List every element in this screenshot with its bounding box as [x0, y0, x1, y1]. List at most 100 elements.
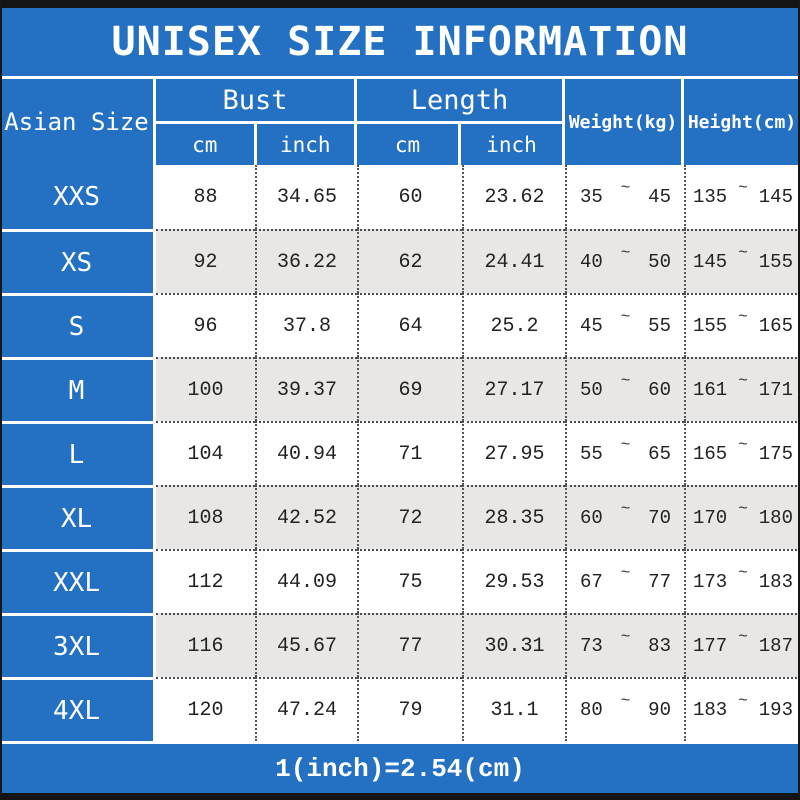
tilde-symbol: ~	[738, 628, 748, 646]
bust-inch-cell: 34.65	[255, 165, 357, 229]
length-cm-cell: 62	[357, 229, 462, 293]
height-min: 135	[693, 186, 728, 208]
size-cell: M	[0, 357, 156, 421]
height-range-cell: 173 ~ 183	[684, 549, 800, 613]
weight-min: 67	[580, 571, 603, 593]
conversion-note: 1(inch)=2.54(cm)	[275, 753, 525, 784]
header-group-bust: Bust cm inch	[156, 79, 357, 165]
height-max: 145	[758, 186, 793, 208]
height-max: 175	[758, 443, 793, 465]
bottom-frame-bar	[0, 793, 800, 800]
tilde-symbol: ~	[620, 500, 631, 518]
height-max: 193	[758, 699, 793, 721]
header-length-label: Length	[357, 79, 562, 124]
weight-max: 55	[648, 315, 671, 337]
weight-range-cell: 35 ~ 45	[565, 165, 684, 229]
weight-max: 70	[648, 507, 671, 529]
height-max: 165	[758, 315, 793, 337]
weight-min: 55	[580, 443, 603, 465]
height-min: 173	[693, 571, 728, 593]
size-cell: XL	[0, 485, 156, 549]
size-cell: XS	[0, 229, 156, 293]
tilde-symbol: ~	[738, 308, 748, 326]
height-min: 155	[693, 315, 728, 337]
header-bust-inch: inch	[279, 132, 331, 157]
header-length-cm: cm	[357, 124, 461, 165]
footer-band: 1(inch)=2.54(cm)	[0, 741, 800, 793]
weight-max: 45	[648, 186, 671, 208]
tilde-symbol: ~	[620, 692, 631, 710]
bust-cm-cell: 92	[156, 229, 255, 293]
length-inch-cell: 25.2	[462, 293, 565, 357]
title-divider	[0, 76, 800, 79]
length-cm-cell: 64	[357, 293, 462, 357]
weight-range-cell: 50 ~ 60	[565, 357, 684, 421]
bust-inch-cell: 44.09	[255, 549, 357, 613]
tilde-symbol: ~	[620, 308, 631, 326]
weight-range-cell: 45 ~ 55	[565, 293, 684, 357]
weight-max: 50	[648, 251, 671, 273]
length-cm-cell: 77	[357, 613, 462, 677]
height-range-cell: 183 ~ 193	[684, 677, 800, 741]
weight-range-cell: 60 ~ 70	[565, 485, 684, 549]
table-row: XL 108 42.52 72 28.35 60 ~ 70 170 ~ 180	[0, 485, 800, 549]
weight-max: 77	[648, 571, 671, 593]
size-cell: S	[0, 293, 156, 357]
weight-max: 65	[648, 443, 671, 465]
header-bust-label: Bust	[156, 79, 354, 124]
tilde-symbol: ~	[738, 244, 748, 262]
header-bust-cm: cm	[156, 124, 257, 165]
tilde-symbol: ~	[620, 628, 631, 646]
bust-cm-cell: 112	[156, 549, 255, 613]
height-range-cell: 161 ~ 171	[684, 357, 800, 421]
height-min: 165	[693, 443, 728, 465]
height-max: 180	[758, 507, 793, 529]
bust-cm-cell: 120	[156, 677, 255, 741]
height-range-cell: 165 ~ 175	[684, 421, 800, 485]
page-title: UNISEX SIZE INFORMATION	[111, 19, 689, 65]
length-cm-cell: 71	[357, 421, 462, 485]
table-row: XXL 112 44.09 75 29.53 67 ~ 77 173 ~ 183	[0, 549, 800, 613]
bust-inch-cell: 42.52	[255, 485, 357, 549]
weight-range-cell: 55 ~ 65	[565, 421, 684, 485]
length-inch-cell: 28.35	[462, 485, 565, 549]
weight-max: 83	[648, 635, 671, 657]
size-cell: L	[0, 421, 156, 485]
header-height: Height(cm)	[687, 111, 797, 133]
table-row: XXS 88 34.65 60 23.62 35 ~ 45 135 ~ 145	[0, 165, 800, 229]
table-row: M 100 39.37 69 27.17 50 ~ 60 161 ~ 171	[0, 357, 800, 421]
bust-cm-cell: 100	[156, 357, 255, 421]
height-range-cell: 145 ~ 155	[684, 229, 800, 293]
height-min: 177	[693, 635, 728, 657]
weight-max: 90	[648, 699, 671, 721]
table-row: 4XL 120 47.24 79 31.1 80 ~ 90 183 ~ 193	[0, 677, 800, 741]
bust-cm-cell: 108	[156, 485, 255, 549]
bust-inch-cell: 40.94	[255, 421, 357, 485]
weight-range-cell: 80 ~ 90	[565, 677, 684, 741]
length-inch-cell: 27.17	[462, 357, 565, 421]
header-length-inch: inch	[486, 132, 537, 157]
tilde-symbol: ~	[738, 564, 748, 582]
height-max: 187	[758, 635, 793, 657]
tilde-symbol: ~	[738, 436, 748, 454]
weight-min: 50	[580, 379, 603, 401]
height-max: 171	[758, 379, 793, 401]
length-cm-cell: 69	[357, 357, 462, 421]
header-asian-size: Asian Size	[0, 79, 156, 165]
bust-inch-cell: 36.22	[255, 229, 357, 293]
height-max: 183	[758, 571, 793, 593]
size-cell: 3XL	[0, 613, 156, 677]
height-max: 155	[758, 251, 793, 273]
weight-range-cell: 73 ~ 83	[565, 613, 684, 677]
weight-range-cell: 40 ~ 50	[565, 229, 684, 293]
weight-min: 60	[580, 507, 603, 529]
length-inch-cell: 24.41	[462, 229, 565, 293]
tilde-symbol: ~	[738, 500, 748, 518]
length-inch-cell: 30.31	[462, 613, 565, 677]
tilde-symbol: ~	[620, 372, 631, 390]
weight-min: 73	[580, 635, 603, 657]
size-cell: XXS	[0, 165, 156, 229]
bust-inch-cell: 45.67	[255, 613, 357, 677]
tilde-symbol: ~	[738, 372, 748, 390]
